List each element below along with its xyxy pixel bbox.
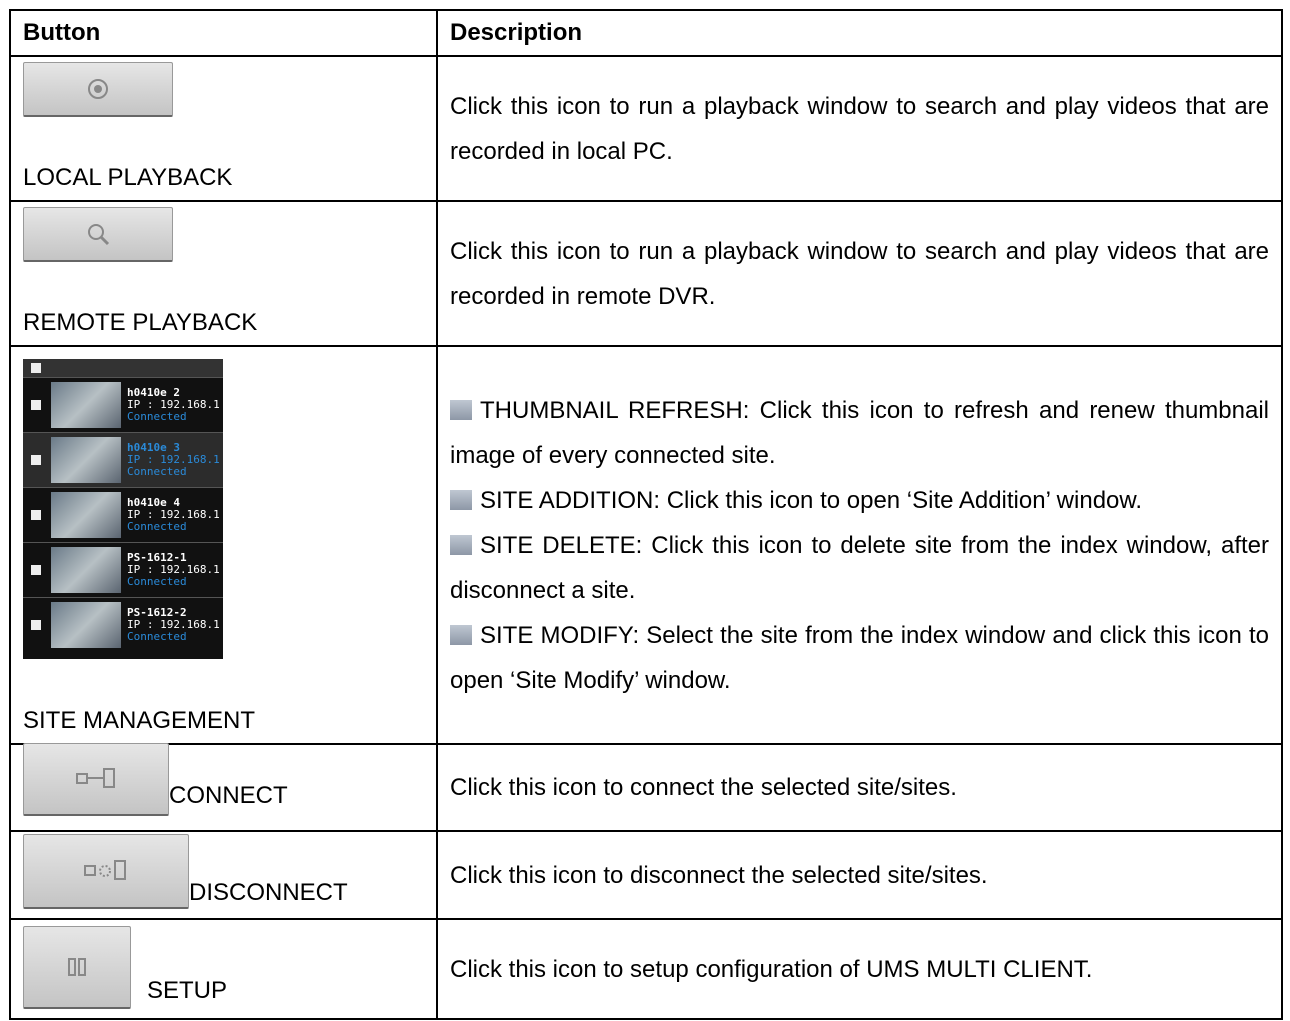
site-info: PS-1612-1 IP : 192.168.1 Connected [127,552,223,588]
checkbox [31,400,41,410]
thumbnail [51,382,121,428]
description-item: THUMBNAIL REFRESH: Click this icon to re… [450,388,1269,478]
checkbox [31,510,41,520]
site-ip: IP : 192.168.1 [127,619,220,631]
button-row: CONNECT [23,743,424,816]
site-name: h0410e 2 [127,387,180,399]
site-row: h0410e 2 IP : 192.168.1 Connected [23,377,223,432]
icon [450,399,472,420]
checkbox [31,620,41,630]
button-row: DISCONNECT [23,834,424,909]
site-ip: IP : 192.168.1 [127,509,220,521]
button-image [23,207,173,262]
description: Click this icon to setup configuration o… [436,918,1283,1020]
item-text: SITE DELETE: Click this icon to delete s… [450,531,1269,604]
button-label: LOCAL PLAYBACK [23,164,233,191]
checkbox [31,363,41,373]
site-status: Connected [127,521,187,533]
site-name: PS-1612-1 [127,552,187,564]
description-item: SITE DELETE: Click this icon to delete s… [450,523,1269,613]
button-cell: REMOTE PLAYBACK [9,200,438,347]
button-image [23,743,169,816]
thumbnail [51,492,121,538]
panel-header [23,359,223,377]
site-status: Connected [127,576,187,588]
site-row: PS-1612-2 IP : 192.168.1 Connected [23,597,223,652]
site-info: h0410e 4 IP : 192.168.1 Connected [127,497,223,533]
site-ip: IP : 192.168.1 [127,454,220,466]
description: THUMBNAIL REFRESH: Click this icon to re… [436,345,1283,745]
thumbnail [51,437,121,483]
site-row: PS-1612-1 IP : 192.168.1 Connected [23,542,223,597]
button-image [23,926,131,1009]
checkbox [31,565,41,575]
site-info: h0410e 3 IP : 192.168.1 Connected [127,442,223,478]
site-row: h0410e 3 IP : 192.168.1 Connected [23,432,223,487]
site-info: PS-1612-2 IP : 192.168.1 Connected [127,607,223,643]
icon [450,534,472,555]
button-cell: SETUP [9,918,438,1020]
site-status: Connected [127,411,187,423]
site-status: Connected [127,631,187,643]
site-status: Connected [127,466,187,478]
site-row: h0410e 4 IP : 192.168.1 Connected [23,487,223,542]
item-text: THUMBNAIL REFRESH: Click this icon to re… [450,396,1269,469]
site-ip: IP : 192.168.1 [127,564,220,576]
description: Click this icon to connect the selected … [436,743,1283,832]
header-cell: Description [436,9,1283,57]
item-text: SITE ADDITION: Click this icon to open ‘… [480,486,1143,514]
button-label: DISCONNECT [189,879,348,906]
checkbox [31,455,41,465]
button-cell: LOCAL PLAYBACK [9,55,438,202]
thumbnail [51,602,121,648]
site-name: PS-1612-2 [127,607,187,619]
description: Click this icon to run a playback window… [436,55,1283,202]
icon [450,489,472,510]
button-label: SITE MANAGEMENT [23,707,256,734]
button-label: SETUP [147,977,228,1004]
header-cell: Button [9,9,438,57]
description: Click this icon to disconnect the select… [436,830,1283,920]
button-cell: CONNECT [9,743,438,832]
site-ip: IP : 192.168.1 [127,399,220,411]
icon [84,860,126,880]
button-image [23,834,189,909]
button-table: Button Description LOCAL PLAYBACK Click … [9,9,1283,1020]
button-row: SETUP [23,926,424,1009]
description-item: SITE ADDITION: Click this icon to open ‘… [450,478,1269,523]
icon [88,224,110,246]
site-info: h0410e 2 IP : 192.168.1 Connected [127,387,223,423]
icon [76,768,115,788]
button-image [23,62,173,117]
description-item: SITE MODIFY: Select the site from the in… [450,613,1269,703]
button-label: CONNECT [169,782,288,809]
icon [88,79,108,99]
description: Click this icon to run a playback window… [436,200,1283,347]
button-label: REMOTE PLAYBACK [23,309,258,336]
thumbnail [51,547,121,593]
item-text: SITE MODIFY: Select the site from the in… [450,621,1269,694]
icon [450,624,472,645]
button-cell: DISCONNECT [9,830,438,920]
site-name: h0410e 4 [127,497,180,509]
site-name: h0410e 3 [127,442,180,454]
icon [68,958,86,976]
